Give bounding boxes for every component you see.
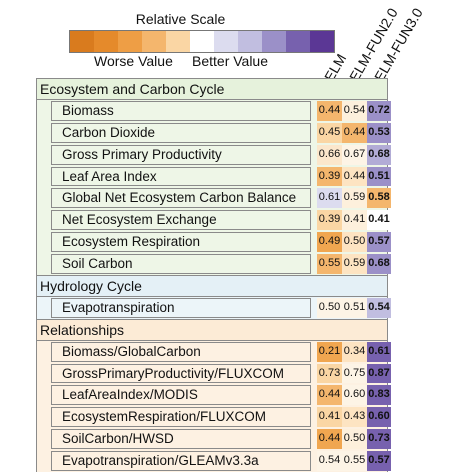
score-cell: 0.54 bbox=[317, 451, 342, 472]
category-label: Ecosystem and Carbon Cycle bbox=[36, 78, 388, 100]
score-cell: 0.49 bbox=[317, 232, 342, 253]
score-cell: 0.54 bbox=[367, 297, 391, 318]
score-cell: 0.34 bbox=[342, 341, 367, 362]
worse-value-label: Worse Value bbox=[94, 53, 173, 69]
category-row: Relationships bbox=[36, 318, 390, 341]
score-cell: 0.50 bbox=[342, 232, 367, 253]
score-cell: 0.87 bbox=[367, 363, 391, 384]
scale-swatch bbox=[166, 31, 190, 52]
scale-swatch bbox=[118, 31, 142, 52]
score-cell: 0.53 bbox=[367, 122, 391, 143]
score-cell: 0.58 bbox=[367, 188, 391, 209]
score-cell: 0.41 bbox=[367, 210, 391, 231]
category-label: Hydrology Cycle bbox=[36, 275, 388, 297]
better-value-label: Better Value bbox=[192, 53, 269, 69]
score-cell: 0.57 bbox=[367, 451, 391, 472]
score-cell: 0.44 bbox=[317, 100, 342, 121]
table-row: Evapotranspiration 0.50 0.51 0.54 bbox=[36, 296, 391, 319]
metric-label: GrossPrimaryProductivity/FLUXCOM bbox=[51, 363, 311, 384]
metric-label: Ecosystem Respiration bbox=[51, 232, 311, 253]
table-row: Leaf Area Index 0.39 0.44 0.51 bbox=[36, 165, 391, 188]
table-row: Carbon Dioxide 0.45 0.44 0.53 bbox=[36, 121, 391, 144]
scale-swatch bbox=[142, 31, 166, 52]
score-cell: 0.41 bbox=[342, 210, 367, 231]
category-row: Hydrology Cycle bbox=[36, 275, 390, 297]
score-cell: 0.59 bbox=[342, 188, 367, 209]
table-row: Net Ecosystem Exchange 0.39 0.41 0.41 bbox=[36, 209, 391, 232]
score-cell: 0.75 bbox=[342, 363, 367, 384]
score-cell: 0.59 bbox=[342, 254, 367, 275]
score-cell: 0.57 bbox=[367, 232, 391, 253]
score-table: Ecosystem and Carbon Cycle Biomass 0.44 0.5… bbox=[36, 78, 391, 473]
score-cell: 0.45 bbox=[317, 122, 342, 143]
score-cell: 0.50 bbox=[342, 429, 367, 450]
table-row: Biomass 0.44 0.54 0.72 bbox=[36, 99, 391, 122]
table-row: Ecosystem Respiration 0.49 0.50 0.57 bbox=[36, 231, 391, 254]
score-cell: 0.54 bbox=[342, 100, 367, 121]
score-cell: 0.66 bbox=[317, 144, 342, 165]
metric-label: Global Net Ecosystem Carbon Balance bbox=[51, 188, 311, 209]
category-row: Ecosystem and Carbon Cycle bbox=[36, 78, 390, 100]
score-cell: 0.68 bbox=[367, 254, 391, 275]
scale-swatch bbox=[310, 31, 334, 52]
scale-swatch bbox=[262, 31, 286, 52]
score-cell: 0.60 bbox=[367, 407, 391, 428]
score-cell: 0.44 bbox=[342, 122, 367, 143]
score-cell: 0.72 bbox=[367, 100, 391, 121]
score-cell: 0.39 bbox=[317, 166, 342, 187]
score-cell: 0.61 bbox=[317, 188, 342, 209]
score-cell: 0.55 bbox=[342, 451, 367, 472]
metric-label: Soil Carbon bbox=[51, 254, 311, 275]
scale-swatch bbox=[214, 31, 238, 52]
score-cell: 0.41 bbox=[317, 407, 342, 428]
table-row: Biomass/GlobalCarbon 0.21 0.34 0.61 bbox=[36, 340, 391, 363]
metric-label: SoilCarbon/HWSD bbox=[51, 429, 311, 450]
table-row: Soil Carbon 0.55 0.59 0.68 bbox=[36, 253, 391, 276]
table-row: Global Net Ecosystem Carbon Balance 0.61 0… bbox=[36, 187, 391, 210]
score-cell: 0.44 bbox=[317, 429, 342, 450]
score-cell: 0.51 bbox=[342, 297, 367, 318]
score-cell: 0.73 bbox=[317, 363, 342, 384]
score-cell: 0.44 bbox=[317, 385, 342, 406]
scale-swatch bbox=[238, 31, 262, 52]
scale-swatch bbox=[190, 31, 214, 52]
scale-swatch bbox=[94, 31, 118, 52]
scale-title: Relative Scale bbox=[135, 11, 226, 27]
score-cell: 0.44 bbox=[342, 166, 367, 187]
score-cell: 0.39 bbox=[317, 210, 342, 231]
table-row: Evapotranspiration/GLEAMv3.3a 0.54 0.55 0.5… bbox=[36, 450, 391, 473]
metric-label: Carbon Dioxide bbox=[51, 122, 311, 143]
metric-label: Biomass/GlobalCarbon bbox=[51, 341, 311, 362]
table-row: LeafAreaIndex/MODIS 0.44 0.60 0.83 bbox=[36, 384, 391, 407]
score-cell: 0.67 bbox=[342, 144, 367, 165]
metric-label: Gross Primary Productivity bbox=[51, 144, 311, 165]
score-cell: 0.61 bbox=[367, 341, 391, 362]
score-cell: 0.68 bbox=[367, 144, 391, 165]
score-cell: 0.60 bbox=[342, 385, 367, 406]
metric-label: EcosystemRespiration/FLUXCOM bbox=[51, 407, 311, 428]
score-cell: 0.73 bbox=[367, 429, 391, 450]
metric-label: Net Ecosystem Exchange bbox=[51, 210, 311, 231]
score-cell: 0.51 bbox=[367, 166, 391, 187]
table-row: SoilCarbon/HWSD 0.44 0.50 0.73 bbox=[36, 428, 391, 451]
score-cell: 0.50 bbox=[317, 297, 342, 318]
scale-swatch bbox=[286, 31, 310, 52]
metric-label: Biomass bbox=[51, 100, 311, 121]
table-row: Gross Primary Productivity 0.66 0.67 0.68 bbox=[36, 143, 391, 166]
score-cell: 0.55 bbox=[317, 254, 342, 275]
score-cell: 0.43 bbox=[342, 407, 367, 428]
scale-swatch bbox=[70, 31, 94, 52]
metric-label: Evapotranspiration/GLEAMv3.3a bbox=[51, 451, 311, 472]
metric-label: Evapotranspiration bbox=[51, 297, 311, 318]
score-cell: 0.83 bbox=[367, 385, 391, 406]
score-cell: 0.21 bbox=[317, 341, 342, 362]
metric-label: Leaf Area Index bbox=[51, 166, 311, 187]
table-row: EcosystemRespiration/FLUXCOM 0.41 0.43 0.60 bbox=[36, 406, 391, 429]
color-scale-bar bbox=[69, 30, 335, 53]
category-label: Relationships bbox=[36, 318, 388, 341]
metric-label: LeafAreaIndex/MODIS bbox=[51, 385, 311, 406]
table-row: GrossPrimaryProductivity/FLUXCOM 0.73 0.75… bbox=[36, 362, 391, 385]
